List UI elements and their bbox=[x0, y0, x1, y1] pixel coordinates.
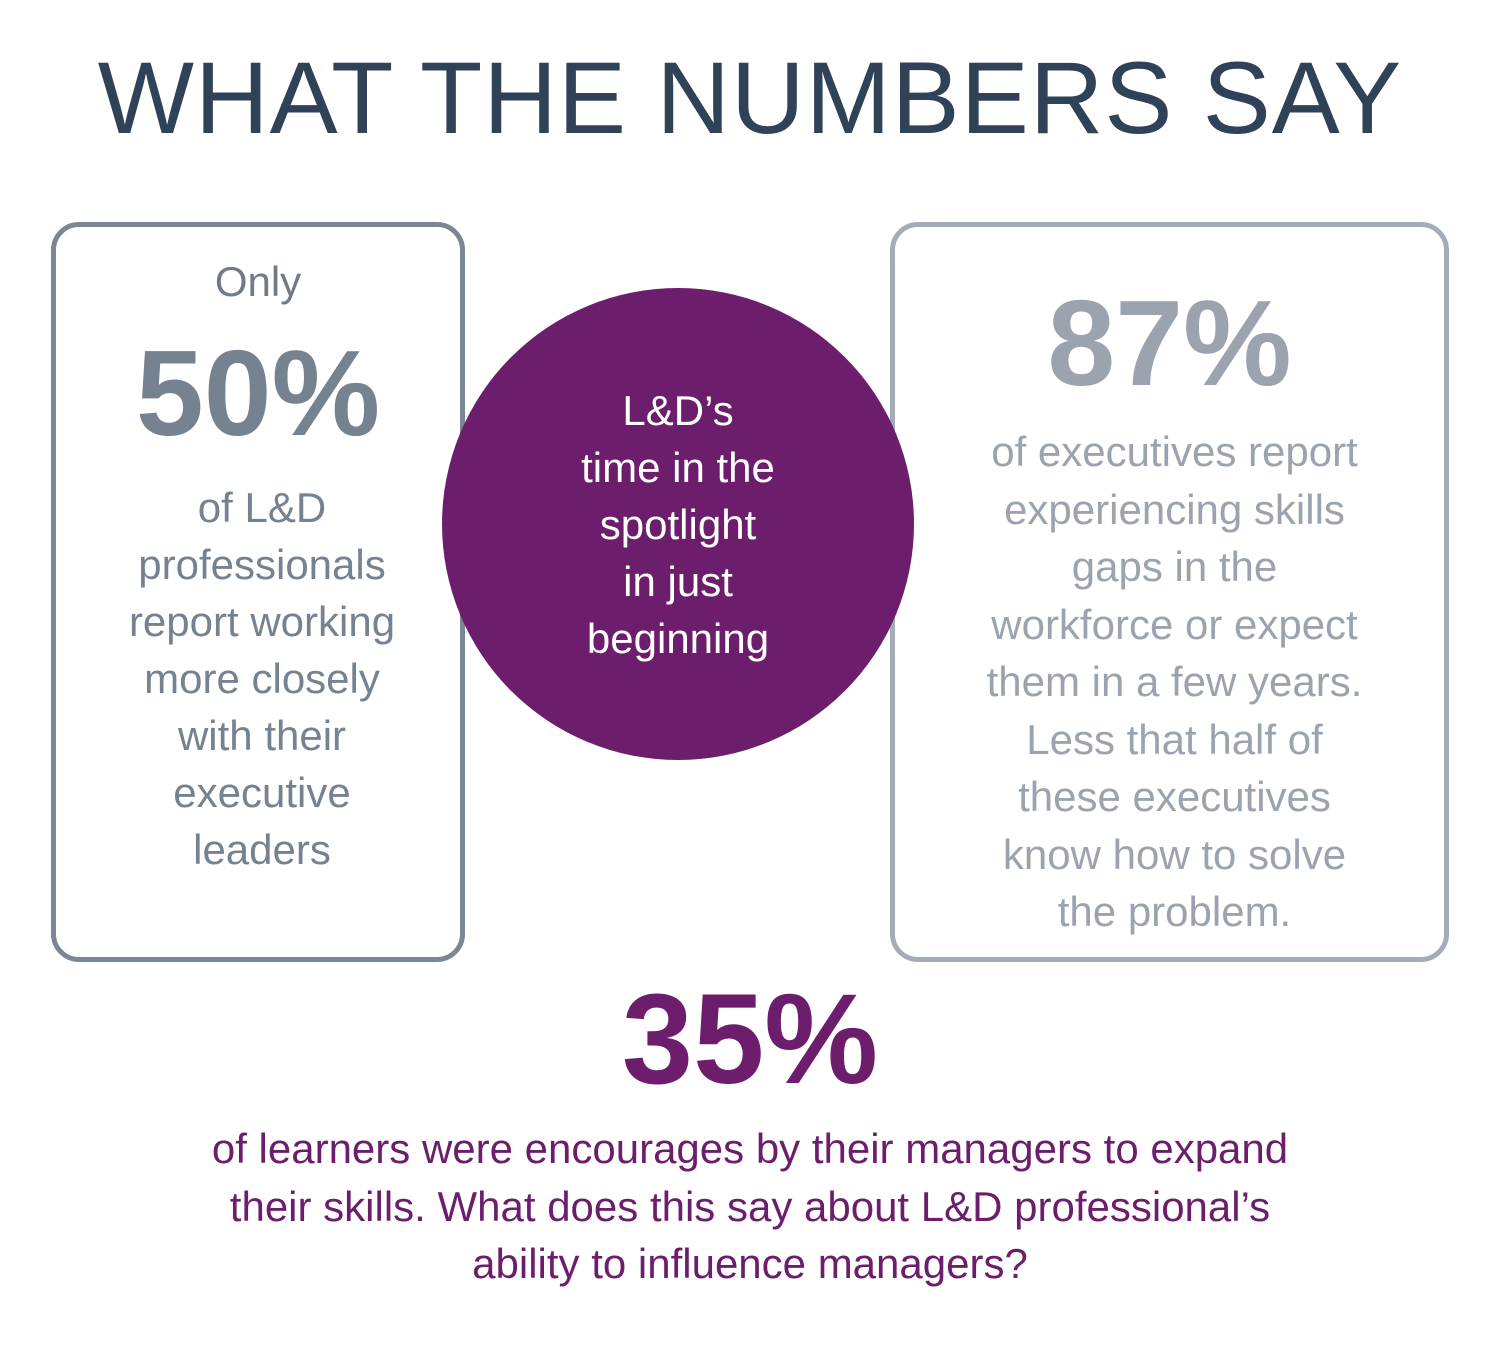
right-card-line: experiencing skills bbox=[1004, 485, 1345, 533]
left-card-line: executive bbox=[173, 769, 351, 816]
bottom-stat: 35% bbox=[621, 968, 879, 1111]
right-card-stat: 87% bbox=[1047, 275, 1292, 411]
right-card-line: know how to solve bbox=[1002, 830, 1347, 878]
left-card-line: with their bbox=[177, 712, 347, 759]
bottom-line: their skills. What does this say about L… bbox=[229, 1182, 1271, 1230]
right-card-line: workforce or expect bbox=[991, 600, 1358, 648]
right-card-line: these executives bbox=[1018, 773, 1331, 820]
right-card-description: of executives report experiencing skills… bbox=[915, 423, 1434, 941]
right-stat-card: 87% of executives report experiencing sk… bbox=[890, 222, 1449, 962]
left-card-line: professionals bbox=[138, 541, 386, 588]
circle-line: in just bbox=[623, 558, 733, 605]
right-card-line: Less that half of bbox=[1026, 715, 1323, 763]
page-title: WHAT THE NUMBERS SAY bbox=[97, 41, 1403, 155]
bottom-line: ability to influence managers? bbox=[472, 1240, 1028, 1287]
left-card-line: more closely bbox=[144, 655, 380, 702]
circle-line: beginning bbox=[586, 615, 770, 662]
right-card-line: them in a few years. bbox=[986, 658, 1363, 705]
circle-line: L&D’s bbox=[622, 387, 734, 434]
left-card-lead: Only bbox=[214, 258, 302, 305]
right-card-line: of executives report bbox=[991, 428, 1358, 475]
left-card-line: leaders bbox=[193, 826, 331, 873]
circle-text: L&D’s time in the spotlight in just begi… bbox=[518, 382, 838, 667]
left-card-stat: 50% bbox=[135, 325, 381, 461]
bottom-description: of learners were encourages by their man… bbox=[60, 1120, 1440, 1293]
left-stat-card: Only 50% of L&D professionals report wor… bbox=[51, 222, 465, 962]
right-card-line: the problem. bbox=[1057, 888, 1292, 935]
left-card-line: report working bbox=[128, 598, 396, 645]
circle-line: spotlight bbox=[599, 501, 757, 548]
left-card-line: of L&D bbox=[197, 484, 327, 531]
right-card-line: gaps in the bbox=[1071, 543, 1278, 590]
bottom-line: of learners were encourages by their man… bbox=[211, 1125, 1289, 1172]
left-card-description: of L&D professionals report working more… bbox=[76, 479, 448, 878]
circle-line: time in the bbox=[581, 444, 775, 491]
center-circle: L&D’s time in the spotlight in just begi… bbox=[442, 288, 914, 760]
